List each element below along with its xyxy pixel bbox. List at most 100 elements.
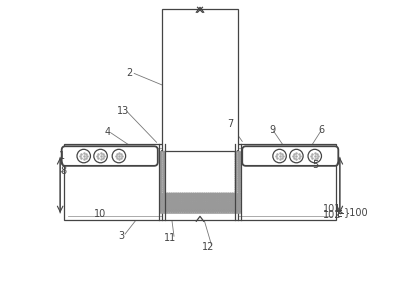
Circle shape bbox=[204, 200, 205, 201]
Circle shape bbox=[160, 156, 162, 158]
Circle shape bbox=[210, 193, 212, 195]
Circle shape bbox=[180, 204, 181, 206]
Circle shape bbox=[238, 208, 240, 210]
Circle shape bbox=[238, 197, 240, 199]
Circle shape bbox=[223, 193, 225, 195]
Circle shape bbox=[221, 208, 223, 210]
Circle shape bbox=[208, 200, 210, 201]
Circle shape bbox=[186, 208, 188, 210]
Circle shape bbox=[225, 202, 227, 204]
Circle shape bbox=[175, 200, 177, 201]
Circle shape bbox=[238, 191, 240, 192]
Circle shape bbox=[188, 206, 190, 208]
Circle shape bbox=[199, 211, 201, 212]
Circle shape bbox=[199, 204, 201, 206]
Circle shape bbox=[225, 211, 227, 212]
Circle shape bbox=[238, 156, 240, 158]
Circle shape bbox=[235, 178, 237, 180]
Circle shape bbox=[236, 204, 238, 206]
Circle shape bbox=[235, 176, 237, 177]
Circle shape bbox=[210, 202, 212, 204]
Circle shape bbox=[162, 204, 164, 206]
Circle shape bbox=[227, 202, 229, 204]
Circle shape bbox=[236, 211, 238, 212]
Circle shape bbox=[162, 211, 164, 212]
Circle shape bbox=[163, 152, 165, 154]
Circle shape bbox=[214, 208, 216, 210]
Circle shape bbox=[192, 206, 194, 208]
Circle shape bbox=[160, 158, 162, 160]
Circle shape bbox=[160, 152, 162, 154]
Circle shape bbox=[173, 195, 175, 197]
Circle shape bbox=[192, 200, 194, 201]
Circle shape bbox=[238, 195, 240, 197]
Text: 8: 8 bbox=[61, 166, 67, 176]
Circle shape bbox=[163, 171, 165, 173]
Circle shape bbox=[235, 152, 237, 154]
Circle shape bbox=[210, 204, 212, 206]
Circle shape bbox=[192, 197, 194, 199]
Circle shape bbox=[195, 204, 196, 206]
Circle shape bbox=[206, 208, 208, 210]
Circle shape bbox=[232, 200, 234, 201]
Circle shape bbox=[186, 202, 188, 204]
Circle shape bbox=[238, 180, 240, 182]
FancyBboxPatch shape bbox=[242, 146, 338, 166]
Circle shape bbox=[204, 195, 205, 197]
Circle shape bbox=[169, 208, 170, 210]
Circle shape bbox=[199, 197, 201, 199]
Circle shape bbox=[197, 202, 199, 204]
Circle shape bbox=[182, 197, 184, 199]
Circle shape bbox=[197, 195, 199, 197]
Text: 3: 3 bbox=[118, 231, 124, 241]
Circle shape bbox=[190, 195, 192, 197]
Circle shape bbox=[160, 208, 162, 210]
Circle shape bbox=[235, 162, 237, 164]
Circle shape bbox=[163, 154, 165, 156]
Circle shape bbox=[232, 204, 234, 206]
Text: 10: 10 bbox=[94, 209, 106, 218]
Circle shape bbox=[162, 193, 164, 195]
Circle shape bbox=[238, 158, 240, 160]
Circle shape bbox=[162, 206, 164, 208]
Circle shape bbox=[206, 200, 208, 201]
Circle shape bbox=[166, 204, 168, 206]
Circle shape bbox=[171, 202, 173, 204]
Bar bbox=[64, 144, 336, 220]
Circle shape bbox=[197, 204, 199, 206]
Circle shape bbox=[160, 178, 162, 180]
Circle shape bbox=[230, 193, 231, 195]
Circle shape bbox=[208, 204, 210, 206]
Circle shape bbox=[204, 206, 205, 208]
Circle shape bbox=[201, 202, 203, 204]
Circle shape bbox=[227, 193, 229, 195]
Circle shape bbox=[221, 195, 223, 197]
Circle shape bbox=[166, 206, 168, 208]
Circle shape bbox=[210, 197, 212, 199]
Circle shape bbox=[166, 202, 168, 204]
Circle shape bbox=[160, 160, 162, 162]
Circle shape bbox=[234, 195, 236, 197]
Circle shape bbox=[182, 200, 184, 201]
Circle shape bbox=[182, 206, 184, 208]
Circle shape bbox=[160, 188, 162, 190]
Circle shape bbox=[190, 200, 192, 201]
Circle shape bbox=[221, 204, 223, 206]
Circle shape bbox=[234, 208, 236, 210]
Circle shape bbox=[175, 202, 177, 204]
Circle shape bbox=[197, 193, 199, 195]
Circle shape bbox=[238, 176, 240, 177]
Circle shape bbox=[184, 193, 186, 195]
Circle shape bbox=[184, 202, 186, 204]
Circle shape bbox=[197, 211, 199, 212]
Circle shape bbox=[208, 197, 210, 199]
Circle shape bbox=[216, 202, 218, 204]
Circle shape bbox=[212, 206, 214, 208]
Circle shape bbox=[216, 208, 218, 210]
Circle shape bbox=[201, 204, 203, 206]
Circle shape bbox=[216, 206, 218, 208]
Circle shape bbox=[204, 197, 205, 199]
Circle shape bbox=[232, 202, 234, 204]
Circle shape bbox=[210, 200, 212, 201]
Circle shape bbox=[180, 211, 181, 212]
